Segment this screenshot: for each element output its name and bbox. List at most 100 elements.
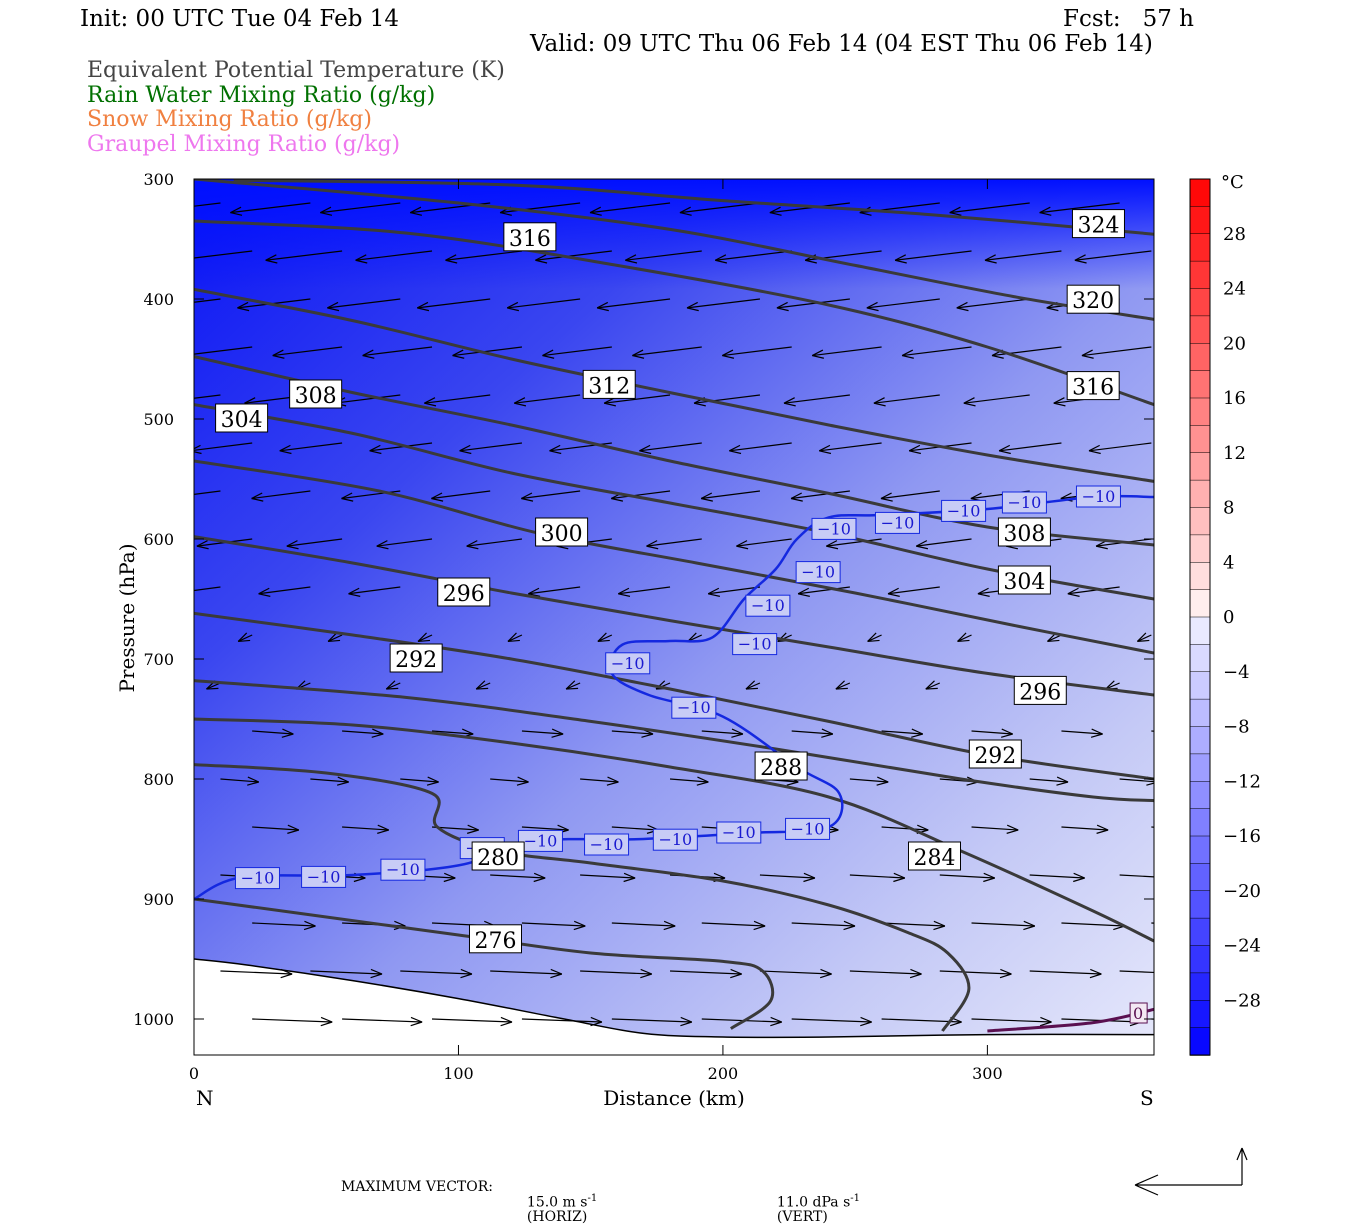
- wind-vector: [506, 298, 581, 312]
- minus-10-label: −10: [1001, 491, 1047, 514]
- wind-vector-head: [909, 968, 922, 979]
- wind-vector-head: [820, 968, 832, 979]
- wind-vector: [835, 680, 851, 690]
- wind-vector-head: [507, 632, 520, 643]
- colorbar-tick-label: 4: [1223, 552, 1234, 573]
- wind-vector-shaft: [490, 874, 546, 879]
- wind-vector-shaft: [881, 826, 929, 831]
- wind-vector-shaft: [925, 682, 941, 690]
- colorbar-bin: [1189, 671, 1211, 700]
- x-tick-label: 0: [189, 1064, 199, 1083]
- wind-vector-shaft: [589, 202, 671, 214]
- wind-vector-shaft: [759, 970, 832, 975]
- wind-vector: [625, 250, 702, 264]
- wind-vector-head: [327, 301, 340, 312]
- colorbar-bin: [1189, 397, 1211, 427]
- colorbar-bin: [1189, 863, 1211, 892]
- minus-10-label-text: −10: [801, 563, 835, 582]
- wind-vector-shaft: [604, 394, 671, 404]
- wind-vector-shaft: [362, 346, 433, 357]
- wind-vector-head: [370, 968, 383, 979]
- legend-theta-e: Equivalent Potential Temperature (K): [87, 58, 505, 83]
- wind-vector-shaft: [776, 298, 850, 309]
- wind-vector: [881, 920, 946, 931]
- wind-vector-shaft: [887, 586, 940, 595]
- wind-vector-head: [632, 349, 645, 359]
- wind-vector: [521, 490, 581, 502]
- theta-e-label-text: 296: [1019, 680, 1061, 705]
- wind-vector-head: [1067, 587, 1080, 597]
- wind-vector-shaft: [194, 490, 221, 495]
- wind-vector-shaft: [1029, 778, 1069, 783]
- colorbar-bin: [1189, 233, 1211, 262]
- wind-vector-shaft: [1061, 730, 1103, 735]
- wind-vector-shaft: [971, 1018, 1052, 1023]
- theta-e-contour-296: [194, 535, 1154, 697]
- theta-e-contour-284: [194, 717, 1154, 943]
- wind-vector: [342, 728, 384, 738]
- wind-vector: [279, 442, 343, 455]
- wind-vector-shaft: [791, 1018, 872, 1023]
- wind-vector: [416, 298, 491, 312]
- theta-e-label-text: 312: [588, 374, 630, 399]
- wind-vector: [1029, 776, 1069, 786]
- wind-vector: [880, 490, 940, 502]
- wind-vector-shaft: [866, 298, 940, 309]
- wind-vector-head: [279, 444, 292, 455]
- wind-vector-head: [452, 349, 465, 359]
- wind-vector-shaft: [1029, 970, 1102, 975]
- wind-vector-head: [901, 349, 914, 359]
- wind-vector-head: [551, 728, 564, 738]
- wind-vector: [542, 346, 612, 359]
- wind-vector-shaft: [507, 298, 581, 309]
- wind-vector-head: [1081, 349, 1094, 359]
- wind-vector-head: [984, 254, 997, 264]
- wind-vector-shaft: [701, 922, 766, 927]
- wind-vector-shaft: [984, 250, 1062, 261]
- x-axis-left-end-label: N: [196, 1086, 214, 1110]
- wind-vector-head: [247, 776, 260, 786]
- wind-vector-head: [258, 587, 271, 597]
- wind-vector-head: [860, 1016, 872, 1027]
- y-tick-label: 400: [143, 290, 174, 309]
- minus-10-label: −10: [874, 511, 920, 534]
- wind-vector-head: [876, 776, 889, 786]
- wind-vector-shaft: [1151, 730, 1154, 732]
- minus-10-label-text: −10: [1082, 487, 1116, 506]
- wind-vector-head: [196, 540, 209, 550]
- wind-vector-head: [731, 728, 744, 738]
- y-tick-label: 800: [143, 770, 174, 789]
- colorbar-tick-label: −28: [1223, 990, 1261, 1011]
- wind-vector: [700, 490, 761, 502]
- minus-10-label: −10: [301, 865, 347, 888]
- wind-vector: [826, 538, 882, 550]
- wind-vector-shaft: [611, 490, 671, 500]
- wind-vector-shaft: [618, 586, 671, 595]
- wind-vector-shaft: [220, 778, 259, 783]
- wind-vector: [811, 346, 882, 359]
- wind-vector-head: [867, 632, 880, 643]
- theta-e-label-text: 308: [1003, 522, 1045, 547]
- wind-vector: [252, 728, 294, 738]
- wind-vector-head: [925, 680, 938, 690]
- wind-vector-shaft: [194, 442, 253, 451]
- wind-vector-head: [500, 1016, 513, 1027]
- wind-vector: [1039, 202, 1120, 216]
- wind-vector-shaft: [310, 778, 349, 783]
- wind-vector-shaft: [798, 586, 850, 595]
- colorbar-tick-label: 16: [1223, 388, 1246, 409]
- wind-vector-head: [355, 254, 368, 264]
- wind-vector-shaft: [565, 682, 581, 690]
- colorbar-tick-label: 20: [1223, 333, 1246, 354]
- theta-e-label-box: [968, 739, 1022, 769]
- wind-vector-shaft: [528, 586, 581, 595]
- wind-vector: [521, 920, 586, 931]
- x-tick-label: 200: [708, 1064, 739, 1083]
- wind-vector-shaft: [258, 586, 311, 595]
- wind-vector: [791, 920, 856, 931]
- legend-snow: Snow Mixing Ratio (g/kg): [87, 107, 372, 132]
- theta-e-label-box: [1066, 284, 1120, 314]
- max-vector-label: MAXIMUM VECTOR:: [341, 1179, 493, 1195]
- wind-vector-head: [887, 587, 900, 597]
- wind-vector-shaft: [400, 778, 439, 783]
